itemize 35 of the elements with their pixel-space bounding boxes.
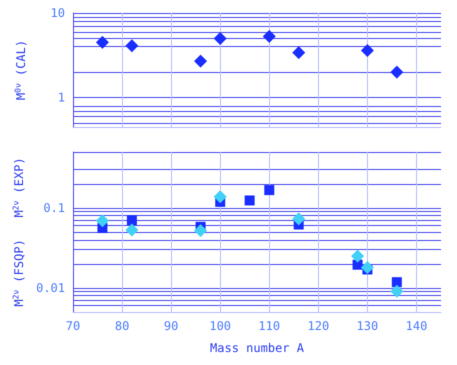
point — [351, 250, 364, 263]
x-axis-title: Mass number A — [210, 341, 305, 355]
point — [194, 224, 208, 238]
point — [214, 32, 227, 45]
point — [264, 185, 274, 196]
point — [194, 54, 208, 68]
y-tick-label: 10 — [50, 6, 65, 20]
point — [292, 46, 306, 60]
x-tick-label: 110 — [258, 319, 280, 333]
y-tick-label: 0.1 — [43, 200, 65, 215]
point — [126, 215, 137, 226]
point — [125, 39, 138, 52]
point — [262, 30, 276, 43]
x-tick-label: 120 — [307, 319, 330, 333]
point — [214, 190, 227, 204]
y-axis-title: M2ν (FSQP) M2ν (EXP) — [12, 157, 26, 307]
point — [96, 214, 109, 228]
y-tick-label: 0.01 — [36, 280, 65, 295]
x-tick-label: 90 — [164, 319, 178, 333]
x-tick-label: 130 — [356, 319, 378, 333]
point — [360, 260, 374, 274]
point — [244, 195, 255, 206]
point — [390, 284, 404, 298]
point — [292, 212, 306, 226]
point — [96, 36, 109, 49]
point — [390, 66, 404, 79]
point — [360, 44, 374, 58]
x-tick-label: 140 — [406, 319, 428, 333]
point — [392, 277, 402, 288]
x-tick-label: 70 — [66, 319, 80, 333]
y-axis-title: M0ν (CAL) — [14, 40, 28, 100]
point — [125, 223, 138, 236]
y-tick-label: 1 — [58, 90, 65, 105]
x-tick-label: 80 — [114, 319, 130, 333]
x-tick-label: 100 — [209, 319, 232, 333]
